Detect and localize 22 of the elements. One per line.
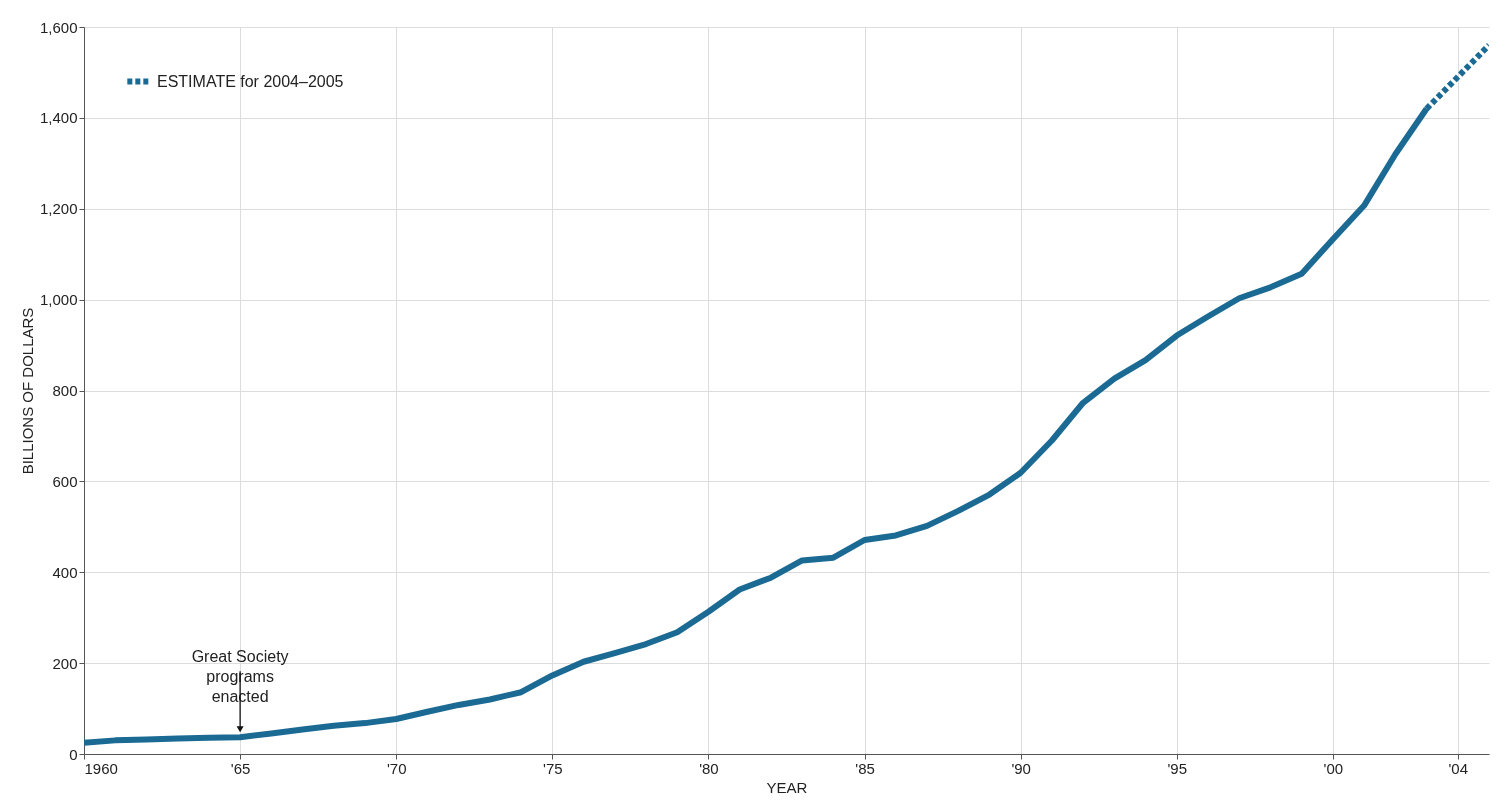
y-tick-label: 200	[52, 654, 78, 672]
y-tick-label: 1,200	[39, 200, 78, 218]
x-tick-label: '85	[855, 759, 875, 777]
x-tick-label: '80	[699, 759, 719, 777]
x-tick-label: '90	[1011, 759, 1031, 777]
y-tick-label: 1,400	[39, 109, 78, 127]
x-tick-label: '04	[1448, 759, 1469, 777]
y-tick-label: 0	[69, 745, 78, 763]
x-tick-label: '65	[230, 759, 251, 777]
x-tick-label: '75	[543, 759, 563, 777]
y-tick-label: 1,600	[39, 18, 78, 36]
y-tick-label: 1,000	[39, 291, 78, 309]
x-tick-label: '95	[1167, 759, 1188, 777]
y-tick-label: 600	[52, 472, 78, 490]
x-tick-label: '70	[386, 759, 407, 777]
x-tick-label: 1960	[84, 759, 118, 777]
y-tick-label: 400	[52, 563, 78, 581]
x-tick-label: '00	[1323, 759, 1344, 777]
y-tick-label: 800	[52, 382, 78, 399]
y-axis-title: BILLIONS OF DOLLARS	[18, 307, 36, 475]
x-axis-title: YEAR	[766, 778, 808, 796]
legend-label: ESTIMATE for 2004–2005	[157, 72, 344, 90]
